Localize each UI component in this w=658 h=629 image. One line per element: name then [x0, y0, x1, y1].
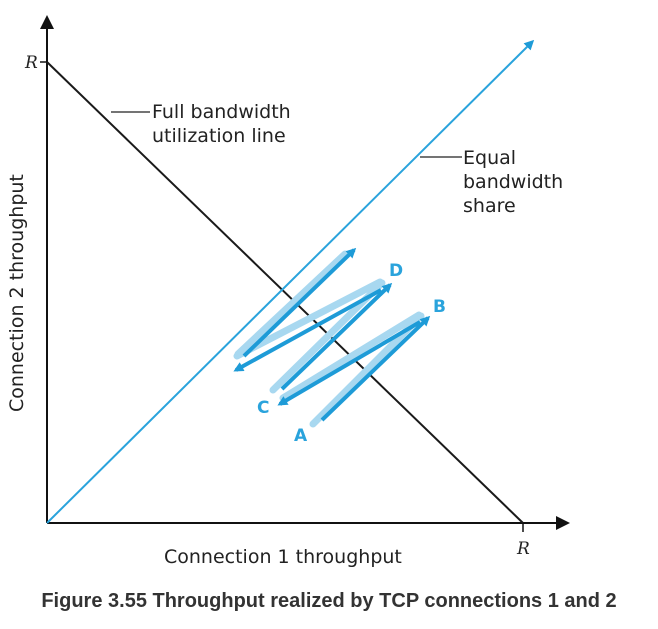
point-label-b: B	[433, 297, 446, 317]
full-line-label: Full bandwidth utilization line	[152, 101, 297, 147]
trajectory-b-c-arrow	[277, 320, 422, 406]
trajectory-e-f-arrow	[242, 247, 357, 358]
point-label-c: C	[257, 398, 269, 418]
full-bandwidth-line	[46, 61, 524, 524]
figure-caption: Figure 3.55 Throughput realized by TCP c…	[41, 590, 617, 612]
trajectory-c-d-arrow	[280, 282, 393, 391]
x-max-label: R	[516, 539, 530, 559]
trajectory-d-e-arrow	[233, 288, 382, 372]
trajectory-b-c-shadow	[279, 311, 423, 402]
trajectory-a-b-arrow	[320, 315, 431, 422]
trajectory-e-f-shadow	[234, 250, 349, 358]
point-label-a: A	[294, 426, 308, 446]
equal-line-label: Equal bandwidth share	[463, 147, 569, 217]
y-axis-label: Connection 2 throughput	[6, 174, 28, 412]
y-max-label: R	[24, 53, 38, 73]
trajectory-d-e-shadow	[233, 278, 384, 360]
equal-share-line	[46, 39, 535, 524]
x-axis-label: Connection 1 throughput	[164, 546, 402, 568]
point-label-d: D	[389, 261, 403, 281]
